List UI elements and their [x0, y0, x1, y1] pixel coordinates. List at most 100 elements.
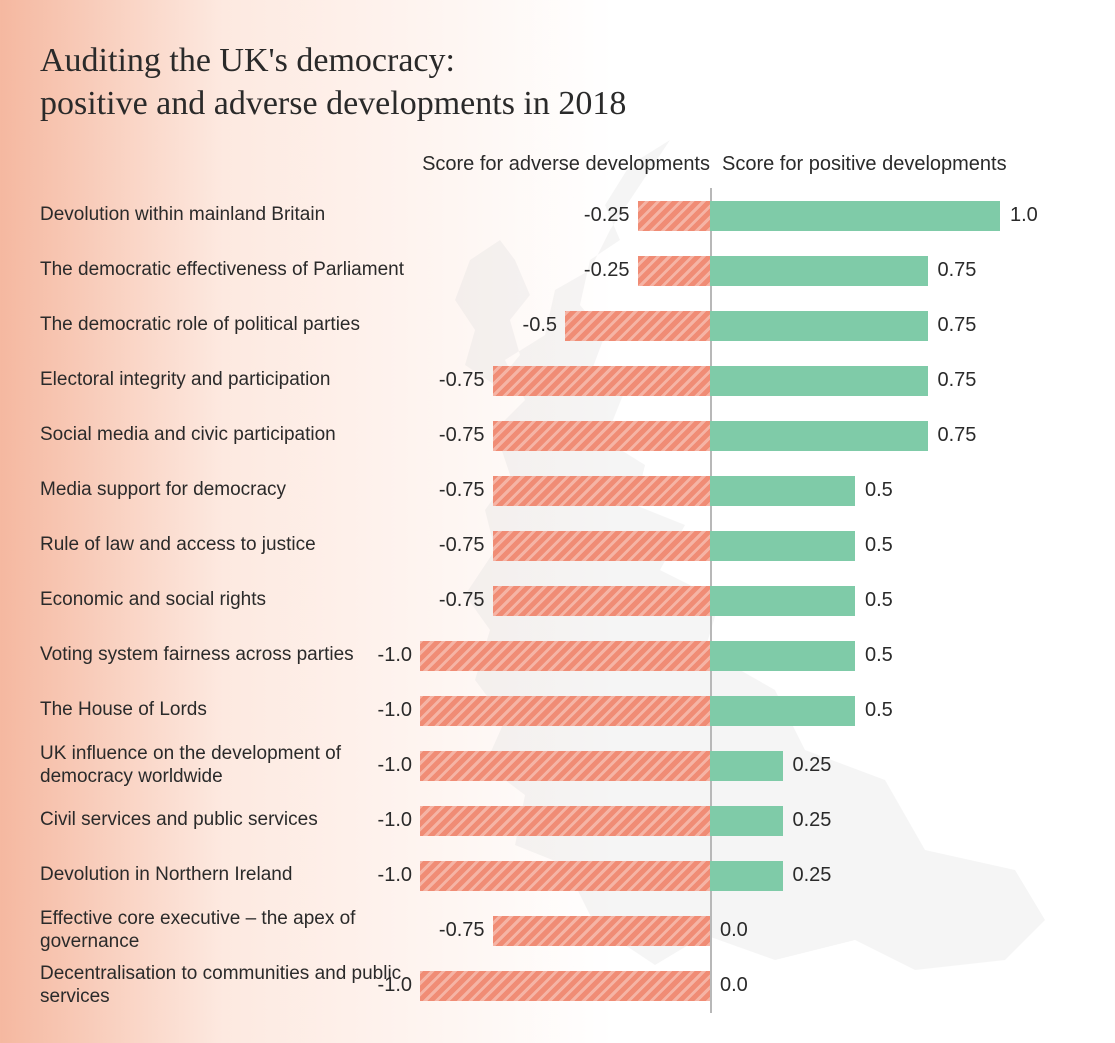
adverse-bar — [493, 586, 711, 616]
category-label: Civil services and public services — [40, 809, 420, 832]
category-label: Media support for democracy — [40, 479, 420, 502]
positive-value: 0.75 — [928, 314, 977, 337]
positive-value: 0.75 — [928, 424, 977, 447]
positive-value: 0.5 — [855, 699, 893, 722]
chart-row: Voting system fairness across parties-1.… — [40, 628, 1075, 683]
adverse-value: -0.75 — [439, 424, 493, 447]
bar-area: -1.00.5 — [420, 683, 1000, 738]
positive-value: 0.25 — [783, 809, 832, 832]
adverse-value: -0.75 — [439, 919, 493, 942]
positive-value: 0.75 — [928, 259, 977, 282]
positive-value: 0.25 — [783, 754, 832, 777]
category-label: Devolution in Northern Ireland — [40, 864, 420, 887]
category-label: Rule of law and access to justice — [40, 534, 420, 557]
header-adverse: Score for adverse developments — [420, 153, 710, 176]
adverse-bar — [638, 256, 711, 286]
adverse-value: -1.0 — [378, 754, 420, 777]
chart-row: The democratic role of political parties… — [40, 298, 1075, 353]
chart-row: Effective core executive – the apex of g… — [40, 903, 1075, 958]
adverse-bar — [638, 201, 711, 231]
positive-bar — [710, 696, 855, 726]
positive-bar — [710, 256, 928, 286]
positive-bar — [710, 421, 928, 451]
category-label: Voting system fairness across parties — [40, 644, 420, 667]
bar-area: -0.251.0 — [420, 188, 1000, 243]
positive-value: 0.5 — [855, 589, 893, 612]
adverse-value: -0.25 — [584, 259, 638, 282]
adverse-value: -0.75 — [439, 479, 493, 502]
positive-value: 0.0 — [710, 919, 748, 942]
adverse-bar — [420, 641, 710, 671]
category-label: The House of Lords — [40, 699, 420, 722]
chart-row: Social media and civic participation-0.7… — [40, 408, 1075, 463]
adverse-bar — [493, 916, 711, 946]
chart-row: Decentralisation to communities and publ… — [40, 958, 1075, 1013]
chart-row: Media support for democracy -0.75 0.5 — [40, 463, 1075, 518]
chart-rows: Devolution within mainland Britain-0.251… — [40, 188, 1075, 1013]
bar-area: -0.75 0.5 — [420, 463, 1000, 518]
bar-area: -0.75 0.5 — [420, 518, 1000, 573]
adverse-value: -1.0 — [378, 644, 420, 667]
header-positive: Score for positive developments — [710, 153, 1030, 176]
adverse-value: -1.0 — [378, 864, 420, 887]
positive-bar — [710, 751, 783, 781]
chart-row: Civil services and public services-1.00.… — [40, 793, 1075, 848]
positive-bar — [710, 806, 783, 836]
positive-value: 1.0 — [1000, 204, 1038, 227]
chart-row: Devolution in Northern Ireland-1.00.25 — [40, 848, 1075, 903]
bar-area: -0.75 0.5 — [420, 573, 1000, 628]
adverse-bar — [420, 696, 710, 726]
positive-value: 0.5 — [855, 479, 893, 502]
category-label: Effective core executive – the apex of g… — [40, 908, 420, 954]
adverse-bar — [420, 806, 710, 836]
positive-value: 0.75 — [928, 369, 977, 392]
category-label: Devolution within mainland Britain — [40, 204, 420, 227]
column-headers: Score for adverse developments Score for… — [40, 153, 1075, 176]
category-label: Electoral integrity and participation — [40, 369, 420, 392]
category-label: UK influence on the development of democ… — [40, 743, 420, 789]
bar-area: -0.50.75 — [420, 298, 1000, 353]
bar-area: -0.25 0.75 — [420, 243, 1000, 298]
adverse-bar — [565, 311, 710, 341]
chart-row: UK influence on the development of democ… — [40, 738, 1075, 793]
positive-bar — [710, 201, 1000, 231]
title-line-2: positive and adverse developments in 201… — [40, 85, 626, 122]
bar-area: -1.00.25 — [420, 793, 1000, 848]
bar-area: -1.00.25 — [420, 848, 1000, 903]
positive-bar — [710, 861, 783, 891]
chart-row: The democratic effectiveness of Parliame… — [40, 243, 1075, 298]
positive-value: 0.5 — [855, 644, 893, 667]
positive-value: 0.0 — [710, 974, 748, 997]
positive-bar — [710, 476, 855, 506]
bar-area: -0.75 0.75 — [420, 408, 1000, 463]
chart-title: Auditing the UK's democracy: positive an… — [40, 40, 1075, 125]
category-label: Economic and social rights — [40, 589, 420, 612]
category-label: The democratic effectiveness of Parliame… — [40, 259, 420, 282]
adverse-value: -0.25 — [584, 204, 638, 227]
adverse-value: -1.0 — [378, 974, 420, 997]
positive-bar — [710, 531, 855, 561]
adverse-value: -0.75 — [439, 534, 493, 557]
bar-area: -1.00.5 — [420, 628, 1000, 683]
adverse-value: -1.0 — [378, 699, 420, 722]
adverse-value: -0.75 — [439, 589, 493, 612]
chart-row: The House of Lords-1.00.5 — [40, 683, 1075, 738]
adverse-bar — [420, 861, 710, 891]
chart-row: Devolution within mainland Britain-0.251… — [40, 188, 1075, 243]
bar-area: -0.750.75 — [420, 353, 1000, 408]
positive-value: 0.5 — [855, 534, 893, 557]
bar-area: -0.75 0.0 — [420, 903, 1000, 958]
adverse-bar — [493, 421, 711, 451]
adverse-bar — [493, 531, 711, 561]
category-label: Social media and civic participation — [40, 424, 420, 447]
adverse-value: -1.0 — [378, 809, 420, 832]
adverse-bar — [493, 476, 711, 506]
positive-value: 0.25 — [783, 864, 832, 887]
category-label: The democratic role of political parties — [40, 314, 420, 337]
chart-row: Electoral integrity and participation-0.… — [40, 353, 1075, 408]
adverse-bar — [493, 366, 711, 396]
chart-row: Economic and social rights -0.75 0.5 — [40, 573, 1075, 628]
positive-bar — [710, 586, 855, 616]
bar-area: -1.00.25 — [420, 738, 1000, 793]
positive-bar — [710, 366, 928, 396]
